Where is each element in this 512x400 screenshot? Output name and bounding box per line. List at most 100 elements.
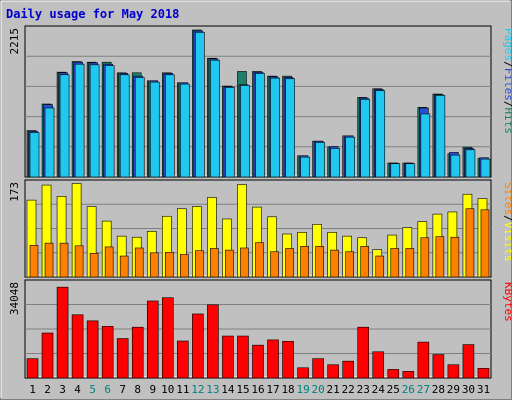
bar-hits: [375, 90, 386, 178]
bar-kbytes: [462, 344, 475, 379]
x-tick-label: 10: [161, 383, 174, 396]
bar-sites: [134, 247, 144, 278]
bar-sites: [300, 246, 309, 278]
bar-sites: [104, 246, 114, 278]
y-max-label: 2215: [8, 28, 21, 55]
bar-hits: [74, 63, 85, 178]
legend-entry: Hits: [502, 108, 512, 135]
bar-hits: [149, 81, 160, 178]
chart-panels: 2215Pages/Files/Hits173Sites/Visits34048…: [8, 25, 512, 379]
bar-kbytes: [26, 358, 39, 379]
x-tick-label: 25: [387, 383, 400, 396]
bar-kbytes: [387, 369, 400, 379]
bar-sites: [435, 236, 445, 278]
bar-hits: [270, 77, 280, 178]
x-tick-label: 11: [176, 383, 189, 396]
x-tick-label: 21: [327, 383, 340, 396]
bar-hits: [255, 73, 265, 178]
bar-kbytes: [417, 341, 430, 379]
bar-kbytes: [116, 338, 129, 379]
bar-sites: [360, 246, 370, 278]
bar-hits: [360, 99, 371, 178]
x-tick-label: 1: [29, 383, 36, 396]
bar-kbytes: [161, 297, 174, 379]
y-max-label: 34048: [8, 282, 21, 315]
bar-kbytes: [372, 351, 385, 379]
bar-hits: [180, 83, 190, 178]
bar-sites: [164, 251, 174, 278]
x-tick-label: 4: [74, 383, 81, 396]
bar-sites: [119, 255, 129, 278]
x-tick-label: 24: [372, 383, 386, 396]
x-tick-label: 6: [104, 383, 111, 396]
x-tick-label: 5: [89, 383, 96, 396]
x-tick-label: 26: [402, 383, 415, 396]
bar-kbytes: [131, 326, 144, 379]
x-tick-label: 16: [251, 383, 264, 396]
x-tick-label: 3: [59, 383, 66, 396]
bar-sites: [375, 255, 385, 278]
bar-hits: [59, 74, 70, 178]
bar-hits: [390, 163, 401, 178]
panel-kbytes: 34048 KBytes: [8, 279, 512, 379]
bar-kbytes: [56, 286, 69, 379]
bar-hits: [315, 142, 325, 178]
bar-sites: [225, 249, 234, 278]
panel-legend: Pages/Files/Hits: [502, 28, 512, 134]
y-max-label: 173: [8, 182, 21, 202]
bar-sites: [195, 250, 204, 278]
x-tick-label: 28: [432, 383, 445, 396]
legend-entry: Files: [502, 68, 512, 101]
bar-kbytes: [86, 320, 99, 379]
bar-hits: [465, 149, 476, 178]
bar-sites: [390, 248, 400, 278]
bar-hits: [240, 85, 250, 178]
x-tick-label: 31: [477, 383, 490, 396]
x-tick-label: 9: [149, 383, 156, 396]
bar-hits: [300, 156, 310, 178]
bar-hits: [285, 78, 295, 178]
x-tick-label: 2: [44, 383, 51, 396]
bar-kbytes: [342, 360, 354, 379]
bar-kbytes: [267, 339, 279, 379]
bar-hits: [89, 64, 100, 178]
bar-sites: [44, 242, 54, 278]
x-tick-label: 22: [342, 383, 355, 396]
x-tick-label: 18: [281, 383, 294, 396]
bar-sites: [420, 237, 430, 278]
bar-hits: [345, 136, 355, 178]
panel-legend: KBytes: [502, 282, 512, 322]
bar-hits: [435, 95, 446, 178]
x-tick-label: 29: [447, 383, 460, 396]
bar-sites: [89, 253, 99, 278]
x-tick-label: 13: [206, 383, 219, 396]
bar-kbytes: [312, 358, 324, 379]
bar-sites: [345, 251, 354, 278]
legend-entry: Pages: [502, 28, 512, 61]
bar-hits: [134, 77, 145, 178]
legend-entry: /: [502, 101, 512, 108]
bar-sites: [480, 209, 490, 278]
bar-kbytes: [237, 335, 249, 379]
x-tick-label: 7: [119, 383, 126, 396]
bar-hits: [450, 154, 461, 178]
panel-visits-sites: 173 Sites/Visits: [8, 179, 512, 278]
x-tick-label: 20: [312, 383, 325, 396]
bar-kbytes: [192, 313, 204, 379]
bar-hits: [480, 158, 491, 178]
bar-kbytes: [432, 354, 445, 379]
bar-hits: [104, 65, 115, 178]
bar-kbytes: [177, 340, 189, 379]
bar-sites: [180, 254, 189, 278]
bar-hits: [330, 148, 340, 178]
x-tick-label: 17: [266, 383, 279, 396]
bar-sites: [270, 251, 279, 278]
chart-title: Daily usage for May 2018: [6, 7, 179, 21]
x-tick-label: 30: [462, 383, 475, 396]
legend-entry: /: [502, 215, 512, 222]
bar-kbytes: [327, 364, 339, 379]
bar-sites: [149, 252, 159, 278]
bar-kbytes: [41, 332, 54, 379]
x-tick-label: 12: [191, 383, 204, 396]
